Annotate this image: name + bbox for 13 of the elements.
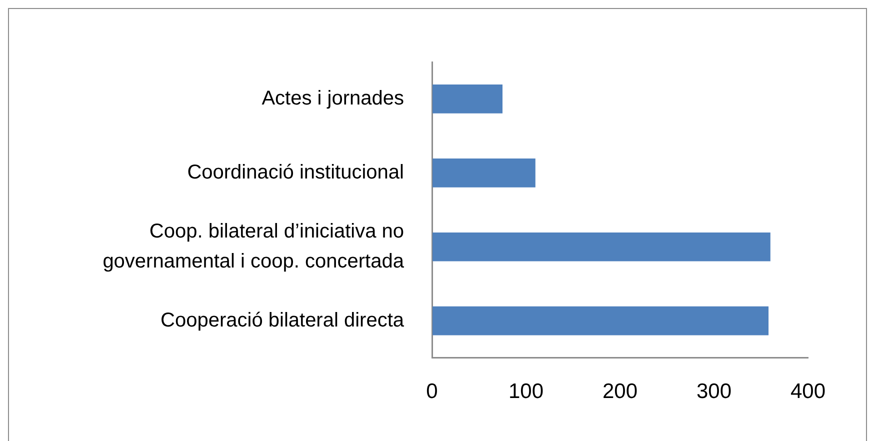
x-tick-label: 300 (696, 380, 732, 404)
bar (432, 306, 769, 336)
y-tick-label: Actes i jornades (262, 87, 404, 110)
x-tick-label: 200 (602, 380, 638, 404)
x-tick-label: 100 (508, 380, 544, 404)
y-tick-label: Coordinació institucional (187, 161, 404, 184)
bar (432, 84, 502, 114)
x-tick-label: 0 (426, 380, 438, 404)
bar (432, 232, 770, 262)
y-tick-label: Coop. bilateral d’iniciativa no governamental i coop. concertada (102, 220, 405, 272)
x-tick-label: 400 (790, 380, 826, 404)
bar (432, 158, 536, 188)
y-tick-label: Cooperació bilateral directa (160, 309, 405, 332)
